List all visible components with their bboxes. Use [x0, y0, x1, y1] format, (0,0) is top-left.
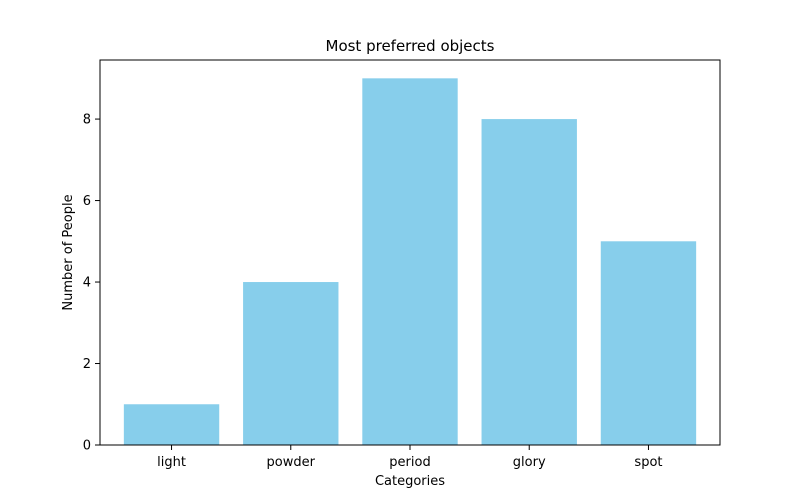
y-tick-label-0: 0: [83, 439, 91, 454]
chart-title: Most preferred objects: [326, 37, 495, 55]
x-axis-label: Categories: [375, 474, 445, 489]
y-tick-label-6: 6: [83, 194, 91, 209]
x-tick-label-powder: powder: [267, 455, 316, 470]
bar-period: [362, 78, 458, 445]
y-tick-label-8: 8: [83, 113, 91, 128]
y-tick-label-2: 2: [83, 357, 91, 372]
x-tick-label-period: period: [389, 455, 430, 470]
bar-powder: [243, 282, 339, 445]
x-tick-label-spot: spot: [634, 455, 662, 470]
bar-spot: [600, 241, 697, 445]
x-tick-label-glory: glory: [513, 455, 546, 470]
plot-layer: [123, 78, 697, 446]
y-axis-label: Number of People: [61, 194, 76, 310]
y-tick-label-4: 4: [83, 276, 91, 291]
axis-layer: light powder period glory spot 0 2 4 6 8: [83, 113, 663, 470]
bar-glory: [481, 119, 577, 446]
x-tick-label-light: light: [157, 455, 186, 470]
bar-light: [123, 404, 220, 445]
